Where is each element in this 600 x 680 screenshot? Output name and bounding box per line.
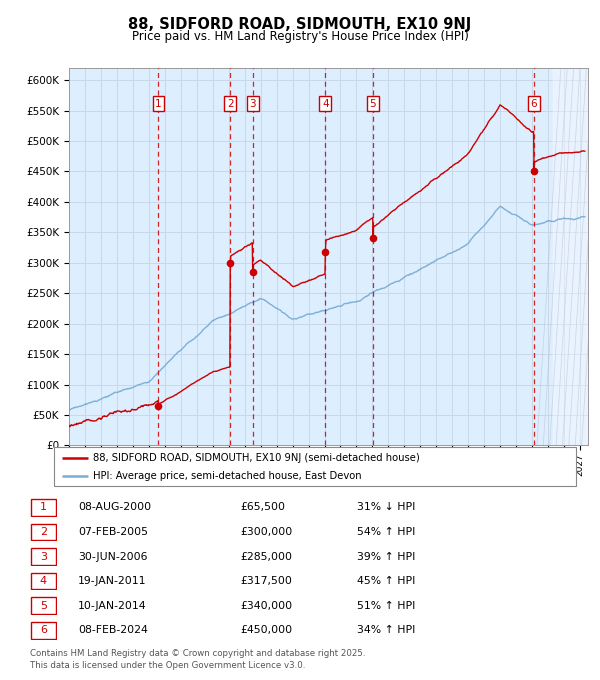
Text: 5: 5: [370, 99, 376, 109]
FancyBboxPatch shape: [31, 499, 56, 515]
FancyBboxPatch shape: [54, 447, 576, 486]
FancyBboxPatch shape: [31, 598, 56, 614]
Text: £340,000: £340,000: [240, 600, 292, 611]
Text: 6: 6: [40, 626, 47, 635]
Text: 6: 6: [530, 99, 537, 109]
Text: 1: 1: [155, 99, 162, 109]
Text: 4: 4: [322, 99, 329, 109]
Text: £65,500: £65,500: [240, 503, 285, 512]
Text: 07-FEB-2005: 07-FEB-2005: [78, 527, 148, 537]
Text: Price paid vs. HM Land Registry's House Price Index (HPI): Price paid vs. HM Land Registry's House …: [131, 30, 469, 43]
Text: 3: 3: [250, 99, 256, 109]
Text: £300,000: £300,000: [240, 527, 292, 537]
Text: 3: 3: [40, 551, 47, 562]
Text: £285,000: £285,000: [240, 551, 292, 562]
Text: 5: 5: [40, 600, 47, 611]
Text: 1: 1: [40, 503, 47, 512]
FancyBboxPatch shape: [31, 573, 56, 590]
Text: 88, SIDFORD ROAD, SIDMOUTH, EX10 9NJ: 88, SIDFORD ROAD, SIDMOUTH, EX10 9NJ: [128, 17, 472, 32]
Text: Contains HM Land Registry data © Crown copyright and database right 2025.
This d: Contains HM Land Registry data © Crown c…: [30, 649, 365, 670]
Text: 51% ↑ HPI: 51% ↑ HPI: [357, 600, 415, 611]
FancyBboxPatch shape: [31, 524, 56, 540]
Text: 88, SIDFORD ROAD, SIDMOUTH, EX10 9NJ (semi-detached house): 88, SIDFORD ROAD, SIDMOUTH, EX10 9NJ (se…: [93, 453, 420, 463]
Text: 30-JUN-2006: 30-JUN-2006: [78, 551, 148, 562]
Text: 10-JAN-2014: 10-JAN-2014: [78, 600, 146, 611]
Text: £450,000: £450,000: [240, 626, 292, 635]
Text: 08-AUG-2000: 08-AUG-2000: [78, 503, 151, 512]
Text: HPI: Average price, semi-detached house, East Devon: HPI: Average price, semi-detached house,…: [93, 471, 362, 481]
FancyBboxPatch shape: [31, 622, 56, 639]
Text: £317,500: £317,500: [240, 576, 292, 586]
Text: 19-JAN-2011: 19-JAN-2011: [78, 576, 146, 586]
Text: 31% ↓ HPI: 31% ↓ HPI: [357, 503, 415, 512]
Text: 39% ↑ HPI: 39% ↑ HPI: [357, 551, 415, 562]
Text: 2: 2: [227, 99, 233, 109]
Text: 4: 4: [40, 576, 47, 586]
Bar: [553, 68, 588, 445]
FancyBboxPatch shape: [31, 548, 56, 565]
Text: 08-FEB-2024: 08-FEB-2024: [78, 626, 148, 635]
Text: 34% ↑ HPI: 34% ↑ HPI: [357, 626, 415, 635]
Text: 45% ↑ HPI: 45% ↑ HPI: [357, 576, 415, 586]
Text: 54% ↑ HPI: 54% ↑ HPI: [357, 527, 415, 537]
Text: 2: 2: [40, 527, 47, 537]
